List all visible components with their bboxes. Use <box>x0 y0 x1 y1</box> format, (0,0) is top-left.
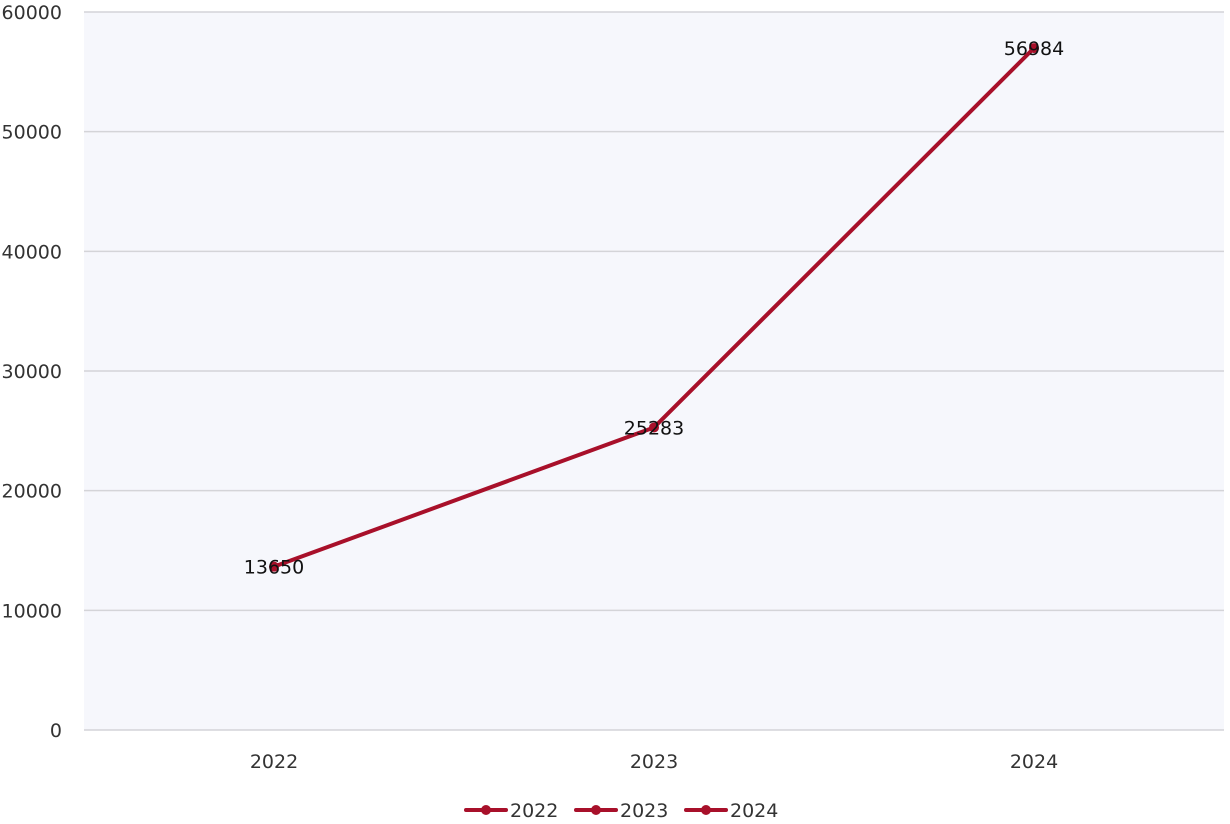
data-labels: 13650 25283 56984 <box>244 38 1064 579</box>
gridlines <box>84 11 1224 731</box>
y-tick-label: 20000 <box>2 481 62 503</box>
x-tick-label: 2024 <box>1010 751 1058 773</box>
legend-swatch-marker <box>701 805 711 815</box>
data-label: 25283 <box>624 417 684 439</box>
y-tick-label: 0 <box>50 720 62 742</box>
data-point <box>649 422 659 433</box>
legend-entry-label: 2024 <box>730 800 778 822</box>
legend: 2022 2023 2024 <box>464 800 778 822</box>
data-points <box>269 43 1039 572</box>
y-tick-label: 60000 <box>2 2 62 24</box>
x-tick-label: 2023 <box>630 751 678 773</box>
y-tick-label: 50000 <box>2 122 62 144</box>
legend-entry-label: 2023 <box>620 800 668 822</box>
y-tick-label: 30000 <box>2 361 62 383</box>
x-axis-tick-labels: 2022 2023 2024 <box>250 751 1058 773</box>
y-tick-label: 40000 <box>2 241 62 263</box>
data-label: 56984 <box>1004 38 1064 60</box>
data-point <box>269 561 279 572</box>
legend-entry-label: 2022 <box>510 800 558 822</box>
x-tick-label: 2022 <box>250 751 298 773</box>
data-point <box>1029 43 1039 54</box>
y-axis-tick-labels: 0 10000 20000 30000 40000 50000 60000 <box>2 2 62 742</box>
data-label: 13650 <box>244 557 304 579</box>
legend-swatch-marker <box>481 805 491 815</box>
legend-swatch-marker <box>591 805 601 815</box>
y-tick-label: 10000 <box>2 600 62 622</box>
